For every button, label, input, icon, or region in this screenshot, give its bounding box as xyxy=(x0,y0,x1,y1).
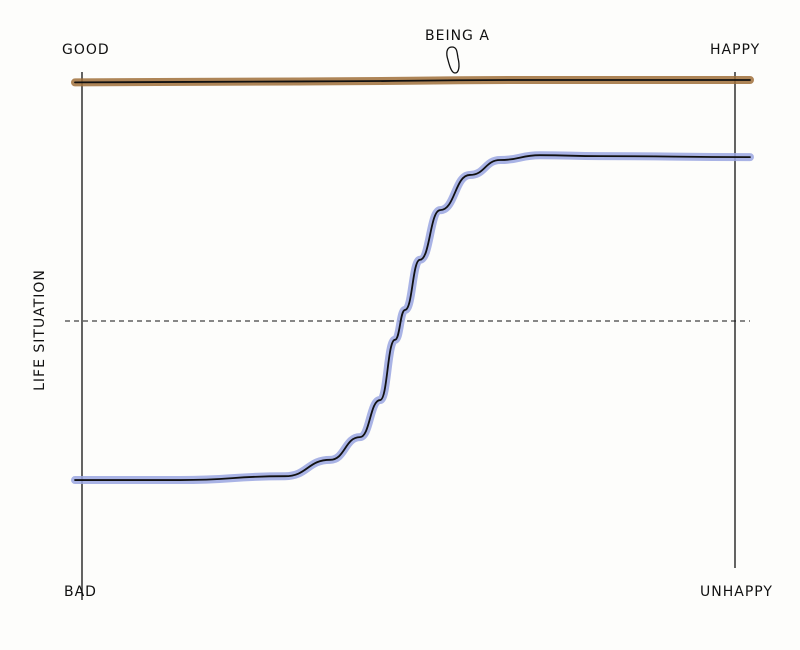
line-wash xyxy=(71,151,754,485)
line xyxy=(74,154,751,481)
line xyxy=(74,79,751,84)
unhappy-label: UNHAPPY xyxy=(700,584,773,600)
happy-label: HAPPY xyxy=(710,42,760,58)
potato-icon xyxy=(446,46,460,74)
y-axis-label: LIFE SITUATION xyxy=(32,269,48,391)
bad-label: BAD xyxy=(64,584,97,600)
good-label: GOOD xyxy=(62,42,110,58)
annotation: BEING A xyxy=(425,28,490,44)
